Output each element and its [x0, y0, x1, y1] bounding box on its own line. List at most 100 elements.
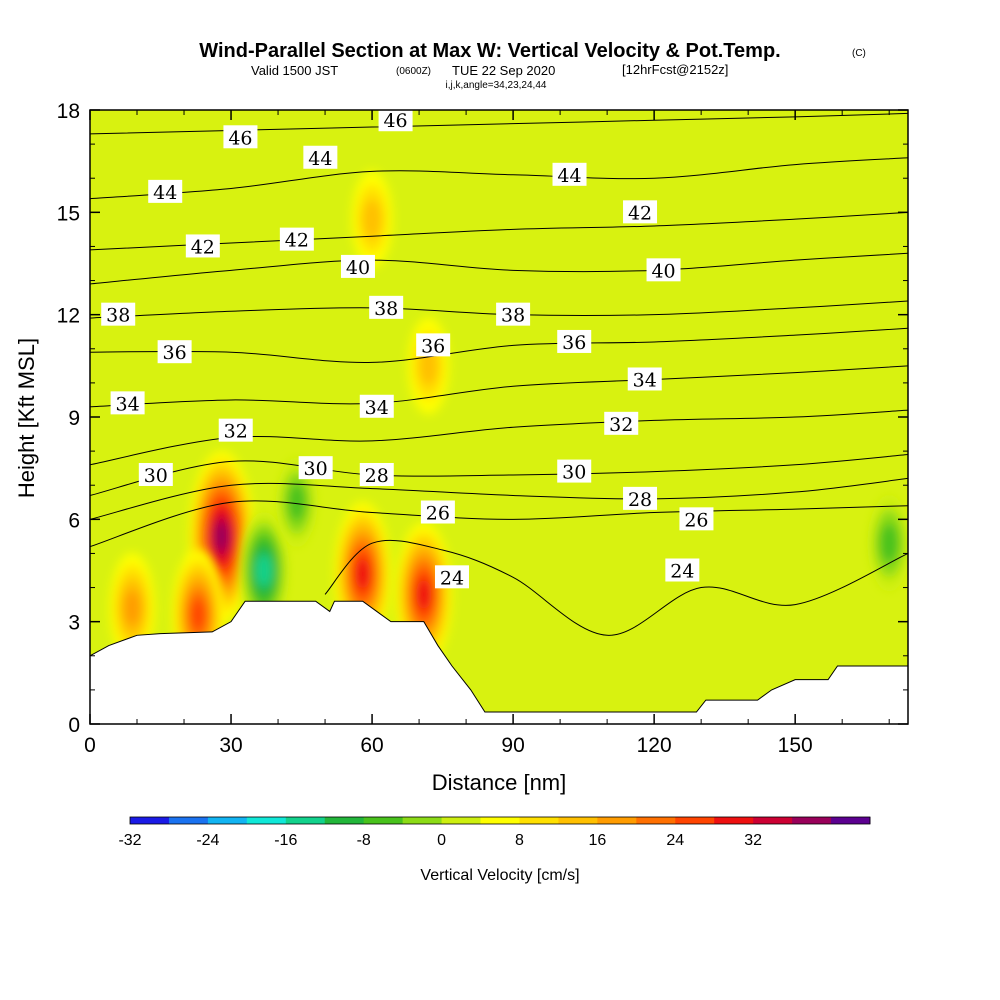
colorbar-tick-label: 0: [437, 832, 446, 849]
contour-label-text: 44: [557, 165, 581, 187]
contour-label-text: 42: [628, 202, 652, 224]
contour-label: 44: [303, 145, 338, 170]
contour-label: 36: [416, 333, 451, 357]
x-axis: 0 30 60 90 120 150: [84, 110, 890, 757]
contour-label-text: 30: [562, 462, 586, 484]
contour-label: 36: [157, 340, 192, 364]
velocity-contour-fill: [362, 199, 382, 240]
colorbar-swatch: [324, 817, 365, 824]
y-tick-label: 6: [68, 509, 80, 532]
y-tick-label: 0: [68, 714, 80, 737]
colorbar-swatch: [363, 817, 404, 824]
colorbar-label: Vertical Velocity [cm/s]: [420, 867, 579, 884]
contour-label-text: 42: [285, 230, 309, 252]
colorbar-swatch: [558, 817, 598, 824]
colorbar-swatch: [792, 817, 832, 824]
contour-label: 34: [110, 391, 145, 415]
x-tick-label: 0: [84, 734, 96, 757]
contour-label-text: 34: [365, 397, 389, 419]
x-tick-label: 90: [501, 734, 524, 757]
colorbar-tick-label: -24: [196, 832, 219, 849]
contour-label: 38: [101, 302, 136, 327]
contour-label-text: 34: [633, 369, 657, 391]
theta-contour-24: [324, 539, 908, 636]
y-tick-label: 12: [57, 305, 80, 328]
x-tick-label: 60: [360, 734, 383, 757]
contour-label: 40: [646, 258, 681, 282]
theta-contour-34: [90, 365, 908, 408]
colorbar-swatch: [207, 817, 248, 824]
contour-label: 44: [552, 162, 587, 187]
velocity-cell: [868, 494, 908, 592]
colorbar-swatch: [519, 817, 559, 824]
x-tick-label: 150: [778, 734, 813, 757]
contour-label-text: 36: [163, 342, 187, 364]
velocity-contour-fill: [214, 521, 229, 552]
colorbar-tick-label: 16: [588, 832, 606, 849]
velocity-cell: [188, 450, 255, 623]
contour-label: 28: [359, 462, 394, 487]
colorbar-swatch: [831, 817, 871, 824]
contour-label: 46: [378, 110, 413, 132]
contour-label-text: 32: [609, 414, 633, 436]
contour-label-text: 46: [383, 110, 407, 132]
contour-label: 42: [279, 227, 314, 252]
plot-background: [90, 110, 908, 724]
colorbar-swatch: [675, 817, 715, 824]
theta-contour-44: [90, 157, 908, 200]
velocity-cell: [277, 457, 317, 548]
contour-label: 26: [420, 500, 455, 525]
colorbar-swatch: [441, 817, 482, 824]
colorbar-swatch: [480, 817, 520, 824]
theta-contour-40: [90, 252, 908, 285]
contour-label: 34: [627, 367, 662, 391]
colorbar-swatch: [246, 817, 287, 824]
contour-label: 38: [496, 302, 531, 327]
contour-label-text: 28: [628, 489, 652, 511]
colorbar-swatch: [753, 817, 793, 824]
contour-label-text: 42: [191, 236, 215, 258]
terrain-mask: [90, 600, 908, 724]
contour-label-text: 30: [304, 458, 328, 480]
colorbar-tick-label: -32: [118, 832, 141, 849]
contour-label-text: 36: [421, 335, 445, 357]
colorbar-tick-label: 32: [744, 832, 762, 849]
colorbar-swatch: [285, 817, 326, 824]
contour-label: 30: [138, 462, 173, 487]
contour-label-text: 38: [501, 305, 525, 327]
colorbar-swatch: [130, 817, 170, 824]
contour-label: 42: [623, 200, 658, 224]
contour-label: 24: [665, 558, 700, 583]
contour-label-text: 24: [440, 567, 464, 589]
subtitle-utc: (0600Z): [396, 66, 431, 77]
theta-contour-36: [90, 327, 908, 363]
contour-label: 24: [434, 565, 469, 589]
colorbar-swatch: [597, 817, 637, 824]
velocity-contour-fill: [355, 558, 371, 590]
subtitle-forecast: [12hrFcst@2152z]: [622, 62, 728, 77]
contour-label-text: 38: [374, 298, 398, 320]
subtitle-indices: i,j,k,angle=34,23,24,44: [446, 80, 547, 91]
colorbar-ticks: -32 -24 -16 -8 0 8 16 24 32: [118, 832, 762, 849]
chart-title: Wind-Parallel Section at Max W: Vertical…: [199, 40, 780, 62]
x-tick-label: 120: [637, 734, 672, 757]
contour-label-text: 24: [670, 561, 694, 583]
contour-label: 34: [359, 394, 394, 419]
subtitle-line: Valid 1500 JST (0600Z) TUE 22 Sep 2020 […: [251, 62, 728, 78]
contour-label: 32: [604, 411, 639, 436]
contour-label-text: 40: [651, 260, 675, 282]
subtitle-date: TUE 22 Sep 2020: [452, 63, 555, 78]
colorbar: [129, 816, 871, 825]
velocity-contour-fill: [879, 523, 899, 564]
contour-label: 44: [148, 179, 183, 204]
y-tick-label: 3: [68, 612, 80, 635]
theta-contour-28: [90, 477, 908, 520]
colorbar-frame: [129, 816, 871, 825]
contour-label-text: 38: [106, 305, 130, 327]
theta-contour-30: [90, 454, 908, 496]
contour-label-text: 28: [365, 465, 389, 487]
